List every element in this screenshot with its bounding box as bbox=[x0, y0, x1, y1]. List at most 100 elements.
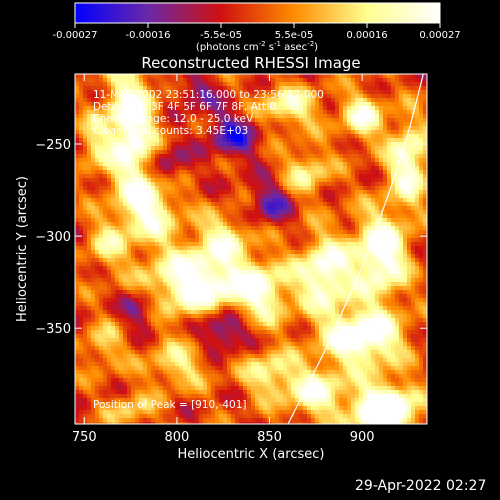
heatmap-cell bbox=[323, 138, 328, 143]
heatmap-cell bbox=[403, 74, 408, 79]
heatmap-cell bbox=[119, 246, 124, 251]
heatmap-cell bbox=[371, 182, 376, 187]
heatmap-cell bbox=[359, 178, 364, 183]
heatmap-cell bbox=[319, 150, 324, 155]
heatmap-cell bbox=[235, 102, 240, 107]
heatmap-cell bbox=[99, 114, 104, 119]
heatmap-cell bbox=[267, 206, 272, 211]
heatmap-cell bbox=[123, 146, 128, 151]
heatmap-cell bbox=[279, 230, 284, 235]
heatmap-cell bbox=[299, 114, 304, 119]
heatmap-cell bbox=[179, 298, 184, 303]
heatmap-cell bbox=[231, 234, 236, 239]
heatmap-cell bbox=[243, 294, 248, 299]
heatmap-cell bbox=[371, 94, 376, 99]
heatmap-cell bbox=[215, 198, 220, 203]
heatmap-cell bbox=[131, 290, 136, 295]
heatmap-cell bbox=[391, 210, 396, 215]
heatmap-cell bbox=[343, 118, 348, 123]
heatmap-cell bbox=[331, 86, 336, 91]
heatmap-cell bbox=[295, 90, 300, 95]
heatmap-cell bbox=[319, 118, 324, 123]
heatmap-cell bbox=[383, 98, 388, 103]
heatmap-cell bbox=[323, 262, 328, 267]
heatmap-cell bbox=[91, 202, 96, 207]
heatmap-cell bbox=[219, 278, 224, 283]
heatmap-cell bbox=[127, 214, 132, 219]
heatmap-cell bbox=[271, 258, 276, 263]
heatmap-cell bbox=[99, 278, 104, 283]
heatmap-cell bbox=[191, 202, 196, 207]
heatmap-cell bbox=[127, 78, 132, 83]
heatmap-cell bbox=[419, 138, 424, 143]
heatmap-cell bbox=[279, 270, 284, 275]
heatmap-cell bbox=[135, 214, 140, 219]
heatmap-cell bbox=[163, 106, 168, 111]
heatmap-cell bbox=[311, 290, 316, 295]
heatmap-cell bbox=[183, 254, 188, 259]
heatmap-cell bbox=[271, 182, 276, 187]
heatmap-cell bbox=[311, 294, 316, 299]
heatmap-cell bbox=[143, 282, 148, 287]
heatmap-cell bbox=[163, 250, 168, 255]
heatmap-cell bbox=[423, 206, 427, 211]
heatmap-cell bbox=[115, 182, 120, 187]
heatmap-cell bbox=[115, 138, 120, 143]
heatmap-cell bbox=[211, 166, 216, 171]
heatmap-cell bbox=[163, 242, 168, 247]
heatmap-cell bbox=[343, 138, 348, 143]
heatmap-cell bbox=[143, 98, 148, 103]
heatmap-cell bbox=[271, 190, 276, 195]
heatmap-cell bbox=[383, 166, 388, 171]
heatmap-cell bbox=[163, 230, 168, 235]
heatmap-cell bbox=[107, 74, 112, 79]
heatmap-cell bbox=[179, 138, 184, 143]
heatmap-cell bbox=[179, 90, 184, 95]
heatmap-cell bbox=[295, 266, 300, 271]
heatmap-cell bbox=[319, 142, 324, 147]
heatmap-cell bbox=[327, 146, 332, 151]
heatmap-cell bbox=[311, 74, 316, 79]
heatmap-cell bbox=[399, 250, 404, 255]
heatmap-cell bbox=[171, 282, 176, 287]
heatmap-cell bbox=[271, 274, 276, 279]
heatmap-cell bbox=[307, 250, 312, 255]
heatmap-cell bbox=[375, 158, 380, 163]
heatmap-cell bbox=[139, 74, 144, 79]
heatmap-cell bbox=[211, 102, 216, 107]
heatmap-cell bbox=[83, 138, 88, 143]
heatmap-cell bbox=[119, 238, 124, 243]
heatmap-cell bbox=[131, 114, 136, 119]
heatmap-cell bbox=[119, 226, 124, 231]
heatmap-cell bbox=[299, 210, 304, 215]
heatmap-cell bbox=[111, 282, 116, 287]
heatmap-cell bbox=[275, 122, 280, 127]
heatmap-cell bbox=[231, 166, 236, 171]
heatmap-cell bbox=[359, 286, 364, 291]
heatmap-cell bbox=[139, 106, 144, 111]
heatmap-cell bbox=[223, 230, 228, 235]
heatmap-cell bbox=[163, 198, 168, 203]
heatmap-cell bbox=[311, 106, 316, 111]
heatmap-cell bbox=[87, 210, 92, 215]
heatmap-cell bbox=[331, 274, 336, 279]
heatmap-cell bbox=[415, 218, 420, 223]
heatmap-cell bbox=[239, 298, 244, 303]
heatmap-cell bbox=[239, 90, 244, 95]
heatmap-cell bbox=[211, 254, 216, 259]
heatmap-cell bbox=[403, 202, 408, 207]
heatmap-cell bbox=[155, 294, 160, 299]
heatmap-cell bbox=[295, 114, 300, 119]
heatmap-cell bbox=[411, 214, 416, 219]
heatmap-cell bbox=[115, 126, 120, 131]
heatmap-cell bbox=[95, 298, 100, 303]
heatmap-cell bbox=[291, 130, 296, 135]
heatmap-cell bbox=[371, 146, 376, 151]
heatmap-cell bbox=[175, 162, 180, 167]
heatmap-cell bbox=[243, 106, 248, 111]
heatmap-cell bbox=[195, 150, 200, 155]
heatmap-cell bbox=[275, 242, 280, 247]
heatmap-cell bbox=[143, 202, 148, 207]
heatmap-cell bbox=[403, 86, 408, 91]
heatmap-cell bbox=[203, 118, 208, 123]
